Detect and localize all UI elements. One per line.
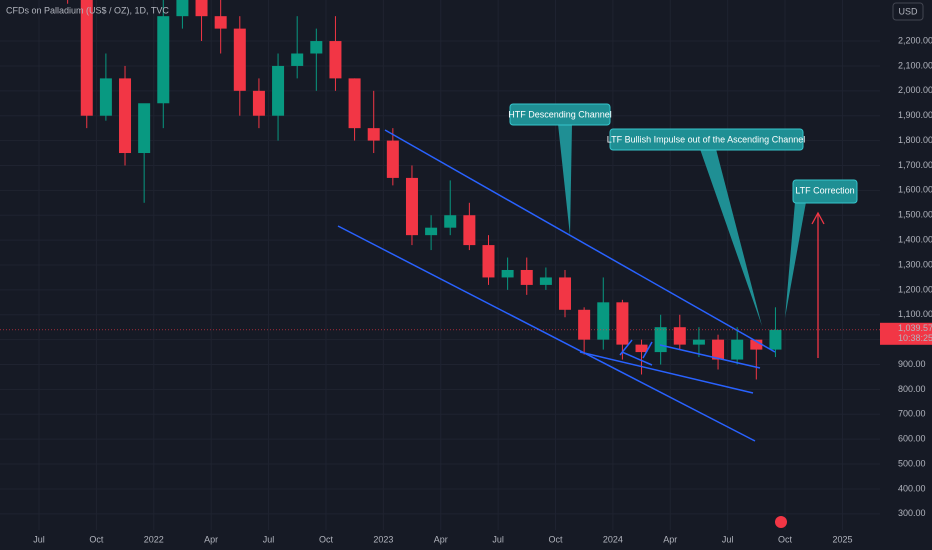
x-tick-label: 2025 [832, 534, 852, 544]
y-tick-label: 1,200.00 [898, 284, 932, 294]
candle-body [520, 269, 533, 285]
candle-body [291, 53, 304, 66]
x-tick-label: Jul [263, 534, 275, 544]
candle-body [386, 140, 399, 178]
candle-body [463, 215, 476, 246]
candle-body [367, 128, 380, 141]
y-tick-label: 900.00 [898, 359, 926, 369]
callouts: HTF Descending Channel LTF Bullish Impul… [508, 103, 858, 358]
candle-body [138, 103, 151, 154]
candle-body [635, 344, 648, 353]
x-tick-label: Apr [204, 534, 218, 544]
candle-body [731, 339, 744, 360]
y-tick-label: 2,000.00 [898, 85, 932, 95]
candle-body [80, 0, 93, 116]
last-price-label: 1,039.57 [898, 323, 932, 333]
y-tick-label: 2,100.00 [898, 60, 932, 70]
y-tick-label: 1,700.00 [898, 160, 932, 170]
candle-body [405, 177, 418, 236]
grid [0, 0, 880, 530]
x-tick-label: Jul [492, 534, 504, 544]
candle-body [176, 0, 189, 17]
candle-body [559, 277, 572, 310]
candle-body [673, 327, 686, 345]
candle-body [539, 277, 552, 285]
y-tick-label: 300.00 [898, 508, 926, 518]
candle-body [310, 41, 323, 54]
candle-body [329, 41, 342, 79]
candle-body [214, 16, 227, 29]
axes: 300.00 400.00 500.00 600.00 700.00 800.00 900.… [0, 35, 932, 544]
candles [67, 0, 782, 380]
y-tick-label: 1,400.00 [898, 234, 932, 244]
y-tick-label: 2,200.00 [898, 35, 932, 45]
drawings [337, 129, 776, 442]
y-tick-label: 800.00 [898, 384, 926, 394]
candle-body [578, 309, 591, 340]
annotation: LTF Correction [795, 185, 854, 195]
y-tick-label: 1,100.00 [898, 309, 932, 319]
candle-body [654, 327, 667, 353]
candle-body [482, 245, 495, 278]
candle-body [195, 0, 208, 17]
y-tick-label: 500.00 [898, 458, 926, 468]
candle-body [712, 339, 725, 360]
x-tick-label: Apr [663, 534, 677, 544]
x-tick-label: Oct [549, 534, 564, 544]
y-tick-label: 400.00 [898, 483, 926, 493]
x-tick-label: 2023 [373, 534, 393, 544]
x-tick-label: Jul [722, 534, 734, 544]
y-tick-label: 1,500.00 [898, 210, 932, 220]
candle-body [233, 28, 246, 91]
candle-body [501, 269, 514, 278]
candle-body [692, 339, 705, 345]
event-icon[interactable] [775, 516, 787, 528]
candle-body [444, 215, 457, 228]
candle-body [425, 227, 438, 236]
y-tick-label: 1,600.00 [898, 185, 932, 195]
candle-body [252, 90, 265, 116]
candle-body [272, 65, 285, 116]
chart-title: CFDs on Palladium (US$ / OZ), 1D, TVC [6, 5, 169, 15]
currency-button[interactable] [892, 2, 924, 21]
currency[interactable]: USD [898, 6, 918, 16]
x-tick-label: Oct [319, 534, 334, 544]
x-tick-label: Oct [89, 534, 104, 544]
x-tick-label: 2024 [603, 534, 623, 544]
y-tick-label: 1,300.00 [898, 259, 932, 269]
last-price-box [880, 322, 932, 345]
candle-body [597, 302, 610, 340]
candle-body [157, 16, 170, 104]
y-tick-label: 1,800.00 [898, 135, 932, 145]
annotation: HTF Descending Channel [508, 109, 612, 119]
y-tick-label: 600.00 [898, 434, 926, 444]
x-tick-label: Oct [778, 534, 793, 544]
x-tick-label: 2022 [144, 534, 164, 544]
candle-body [119, 78, 132, 154]
annotation: LTF Bullish Impulse out of the Ascending… [607, 134, 805, 144]
candle-body [769, 329, 782, 350]
x-tick-label: Jul [33, 534, 45, 544]
countdown: 10:38:25 [898, 333, 932, 343]
y-tick-label: 1,900.00 [898, 110, 932, 120]
candle-body [616, 302, 629, 345]
candle-body [348, 78, 361, 129]
x-tick-label: Apr [434, 534, 448, 544]
candle-body [99, 78, 112, 116]
y-tick-label: 700.00 [898, 409, 926, 419]
candle-body [750, 339, 763, 350]
